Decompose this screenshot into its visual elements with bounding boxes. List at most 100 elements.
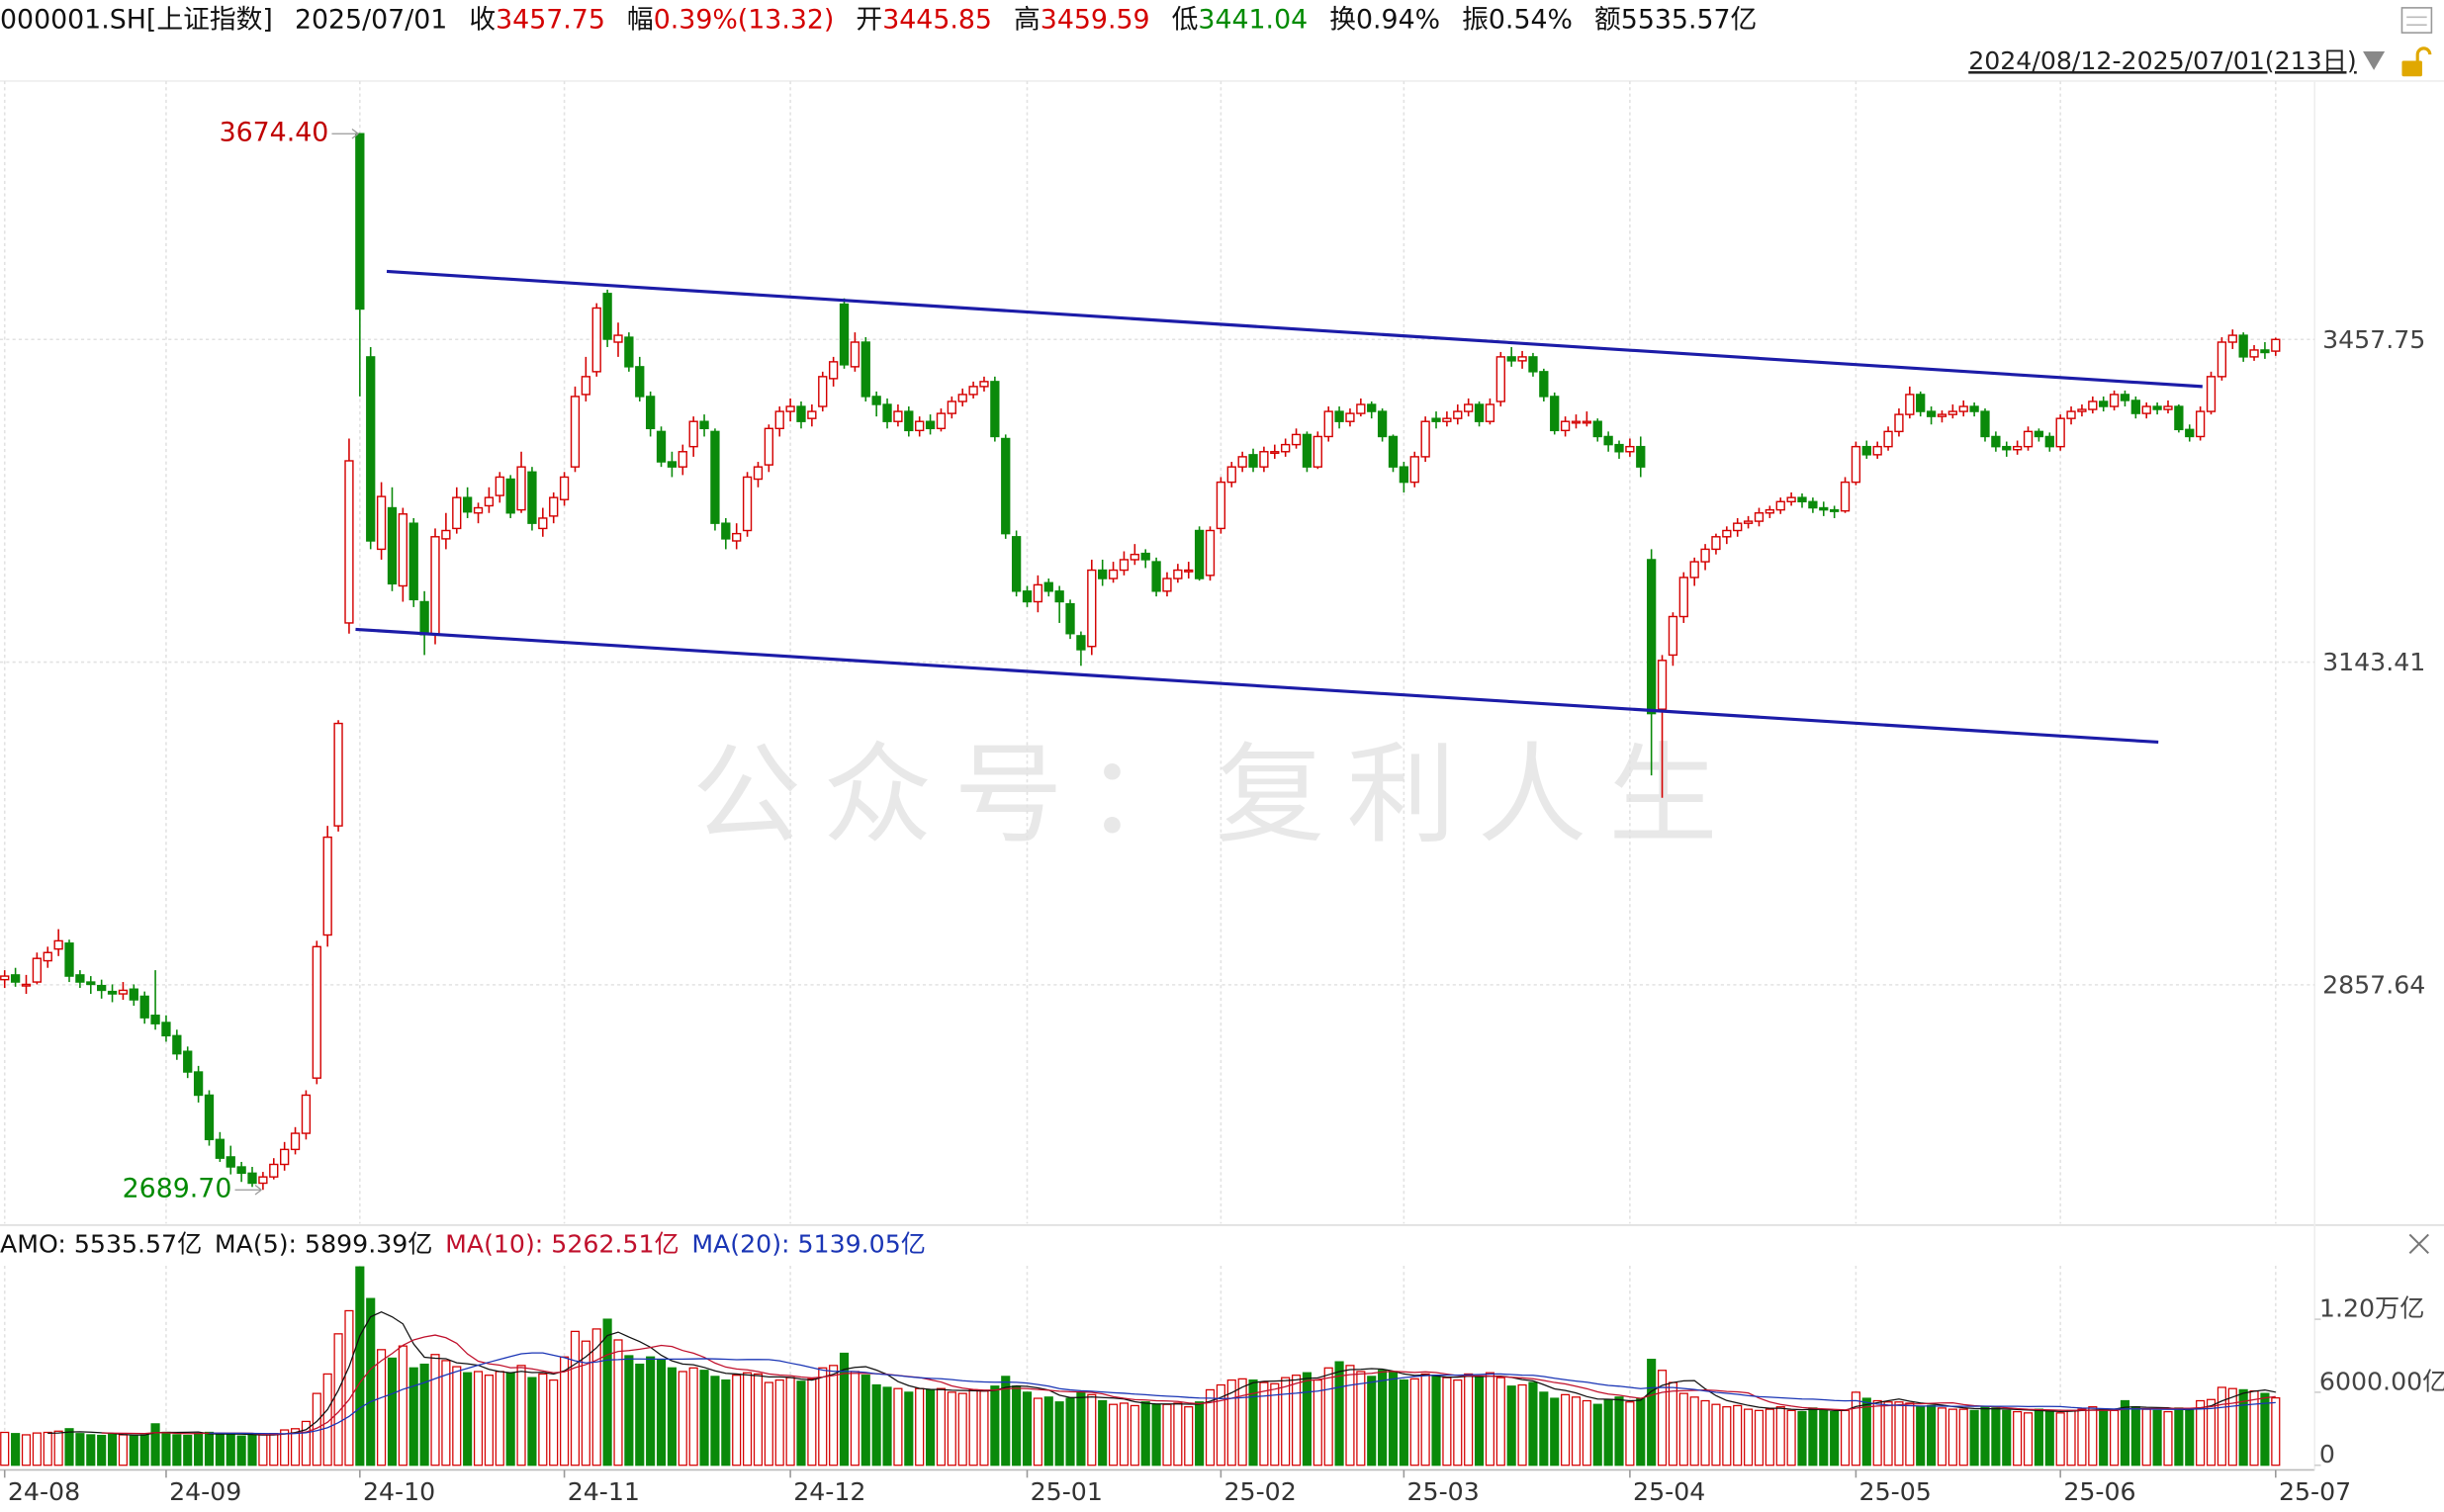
close-panel[interactable]: [2408, 1233, 2429, 1255]
candle-body: [2023, 430, 2034, 448]
candle-body: [398, 513, 408, 587]
volume-bar: [355, 1266, 365, 1467]
volume-bar: [1399, 1379, 1408, 1467]
volume-bar: [377, 1349, 387, 1467]
volume-bar: [495, 1371, 504, 1467]
volume-bar: [850, 1371, 860, 1467]
x-tick-label: 24-12: [793, 1477, 865, 1506]
candle-body: [226, 1156, 235, 1168]
volume-bar: [1678, 1392, 1688, 1467]
candle-body: [1098, 569, 1108, 579]
volume-bar: [516, 1365, 526, 1467]
volume-bar: [1173, 1402, 1183, 1467]
dropdown-arrow[interactable]: [2363, 51, 2386, 70]
volume-bar: [1033, 1397, 1042, 1467]
volume-bar: [1733, 1404, 1743, 1467]
candle-body: [1151, 561, 1161, 592]
extreme-arrow: [254, 1184, 262, 1196]
ma-line: [47, 1311, 2276, 1436]
candle-body: [882, 403, 892, 422]
lock-icon[interactable]: [2401, 46, 2432, 77]
candle-body: [64, 942, 74, 977]
candle-body: [2130, 400, 2140, 414]
volume-bar: [129, 1435, 138, 1467]
candle-body: [10, 974, 21, 983]
volume-bar: [86, 1434, 96, 1467]
volume-bar: [1453, 1379, 1463, 1467]
volume-bar: [387, 1357, 398, 1467]
candle-body: [581, 376, 590, 396]
volume-bar: [1485, 1372, 1494, 1467]
header-field: 换0.94%: [1329, 4, 1440, 35]
candle-body: [1485, 403, 1495, 422]
volume-bar: [1119, 1402, 1130, 1467]
candle-body: [1453, 410, 1463, 419]
wp-icon[interactable]: [2400, 7, 2433, 34]
volume-bar: [1689, 1396, 1699, 1467]
candle-body: [1517, 356, 1527, 362]
volume-bar: [1345, 1365, 1355, 1467]
candle-body: [1022, 590, 1033, 603]
candle-body: [2217, 341, 2227, 378]
candle-body: [215, 1138, 226, 1159]
volume-bar: [322, 1373, 332, 1467]
volume-bar: [215, 1433, 225, 1467]
candle-body: [1689, 561, 1699, 578]
candle-body: [516, 466, 526, 511]
candle-body: [667, 461, 678, 468]
extreme-label: 3674.40: [220, 118, 329, 148]
date-range[interactable]: 2024/08/12-2025/07/01(213日): [1968, 46, 2357, 75]
header-field: 振0.54%: [1462, 4, 1573, 35]
candle-body: [645, 396, 656, 430]
candle-body: [624, 336, 634, 368]
volume-bar: [1603, 1398, 1613, 1467]
candle-body: [1140, 552, 1150, 561]
volume-bar: [1474, 1376, 1485, 1467]
trend-line: [386, 269, 2203, 389]
volume-bar: [2088, 1406, 2098, 1467]
volume-bar: [1302, 1372, 1313, 1467]
header: 000001.SH[上证指数] 2025/07/01 收3457.75 幅0.39%(…: [0, 4, 1757, 35]
volume-bar: [1861, 1397, 1871, 1467]
volume-bar: [172, 1434, 182, 1467]
candle-body: [2034, 430, 2044, 438]
candle-body: [839, 303, 850, 366]
volume-bar: [882, 1386, 892, 1467]
candle-body: [1409, 456, 1419, 484]
volume-bar: [1851, 1391, 1860, 1467]
volume-bar: [419, 1363, 429, 1467]
candle-body: [721, 522, 731, 540]
volume-bar: [591, 1328, 601, 1467]
volume-bar: [678, 1371, 687, 1467]
volume-bar: [452, 1366, 462, 1467]
volume-bar: [915, 1387, 925, 1467]
volume-bar: [2271, 1396, 2281, 1467]
volume-bar: [1539, 1391, 1549, 1467]
volume-bar: [398, 1345, 407, 1467]
volume-bar: [2077, 1408, 2087, 1467]
candle-body: [753, 466, 764, 481]
volume-bar: [699, 1370, 709, 1467]
candle-body: [527, 471, 537, 524]
candle-body: [904, 410, 914, 432]
volume-bar: [538, 1373, 548, 1467]
header-field: 3445.85: [882, 4, 992, 35]
candle-body: [1076, 635, 1086, 651]
volume-bar: [2260, 1392, 2270, 1467]
candle-body: [850, 341, 860, 368]
volume-bar: [1711, 1403, 1721, 1467]
candle-body: [32, 957, 43, 983]
candle-body: [312, 945, 321, 1079]
volume-bar: [1248, 1379, 1258, 1467]
header-field: 低: [1172, 4, 1199, 35]
header-field: 3441.04: [1198, 4, 1308, 35]
volume-bar: [1087, 1393, 1097, 1467]
candle-body: [1119, 559, 1130, 572]
legend-entry: AMO: 5535.57亿: [0, 1229, 202, 1258]
candle-body: [1754, 512, 1765, 522]
candle-body: [505, 478, 515, 514]
candle-body: [1819, 506, 1829, 511]
volume-bar: [1582, 1399, 1591, 1467]
candle-body: [915, 420, 925, 432]
